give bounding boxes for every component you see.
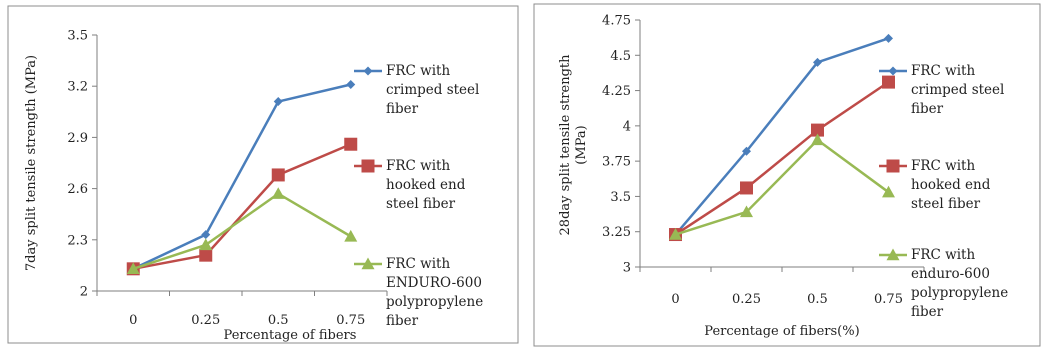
series-line-1 [674, 81, 890, 236]
legend-label: fiber [911, 101, 944, 117]
legend-label: fiber [386, 101, 419, 117]
legend-label: FRC with [386, 158, 450, 174]
legend-label: fiber [911, 304, 944, 320]
legend-marker [888, 66, 898, 76]
legend-marker [886, 159, 900, 173]
y-tick-label: 2.3 [67, 233, 88, 248]
series-2-point [271, 187, 285, 199]
series-1-point [740, 181, 753, 195]
series-2-point [882, 185, 895, 198]
y-tick-label: 3.5 [610, 190, 631, 205]
series-0-point [346, 79, 356, 89]
x-tick-label: 0.75 [874, 292, 903, 307]
series-0-point [273, 97, 283, 107]
legend-label: FRC with [386, 63, 450, 79]
y-tick-label: 2.6 [67, 182, 88, 197]
chart-frame [533, 3, 1041, 347]
legend-label: FRC with [911, 247, 975, 263]
y-tick-label: 3.75 [602, 155, 631, 170]
y-tick-label: 3 [623, 261, 631, 276]
series-line-2 [132, 192, 352, 271]
y-tick-label: 3.5 [67, 29, 88, 44]
y-tick-label: 4.75 [602, 14, 631, 29]
legend-label: FRC with [386, 256, 450, 272]
y-tick-label: 3.25 [602, 225, 631, 240]
legend-label: crimped steel [386, 82, 479, 98]
series-1-point [882, 75, 895, 89]
legend-marker [361, 159, 375, 173]
series-2-point [126, 262, 140, 275]
series-1-point [811, 123, 824, 137]
series-line-0 [674, 37, 889, 236]
series-2-point [740, 205, 753, 218]
series-0-point [201, 230, 211, 240]
series-0-point [813, 57, 822, 67]
legend-marker [363, 66, 373, 76]
legend-label: hooked end [911, 177, 991, 193]
x-tick-label: 0.5 [807, 292, 828, 307]
series-1-point [271, 168, 285, 182]
x-tick-label: 0 [671, 292, 679, 307]
y-axis-title-line: (MPa) [574, 125, 589, 164]
series-2-point [199, 238, 213, 251]
series-0-point [884, 33, 893, 43]
x-tick-label: 0.25 [732, 292, 761, 307]
series-1-point [199, 248, 213, 262]
y-tick-label: 2.9 [67, 131, 88, 146]
legend-label: hooked end [386, 177, 466, 193]
chart-28day: 3 3.25 3.5 3.75 4 4.25 4.5 4.75 0 0.25 0.5 0.75 Perc… [533, 3, 1041, 347]
x-tick-label: 0.25 [191, 313, 220, 328]
x-axis-title: Percentage of fibers(%) [704, 324, 859, 339]
x-tick-label: 0.75 [336, 313, 365, 328]
series-1-point [344, 137, 358, 151]
series-2-point [344, 229, 358, 242]
legend-label: fiber [386, 313, 419, 329]
series-2-point [669, 228, 682, 240]
y-tick-label: 2 [80, 285, 88, 300]
series-line-1 [133, 143, 352, 271]
y-tick-label: 3.2 [67, 80, 88, 95]
y-tick-label: 4.25 [602, 84, 631, 99]
series-0-point [742, 146, 751, 156]
legend-label: steel fiber [386, 196, 456, 212]
legend-label: FRC with [911, 158, 975, 174]
legend-label: ENDURO-600 [386, 275, 482, 291]
x-tick-label: 0 [129, 313, 137, 328]
legend-label: FRC with [911, 63, 975, 79]
legend-marker [361, 257, 375, 270]
y-axis-title: 7day split tensile strength (MPa) [24, 55, 39, 271]
legend-label: crimped steel [911, 82, 1004, 98]
chart-frame [7, 5, 519, 344]
y-axis-title-line: 28day split tensile strength [558, 54, 573, 236]
legend-label: polypropylene [911, 285, 1008, 301]
x-axis-title: Percentage of fibers [224, 328, 357, 343]
series-line-0 [132, 83, 352, 270]
legend-label: enduro-600 [911, 266, 990, 282]
series-2-point [811, 133, 824, 146]
legend-label: steel fiber [911, 196, 981, 212]
legend-marker [886, 248, 900, 261]
series-line-2 [675, 138, 890, 236]
x-tick-label: 0.5 [268, 313, 289, 328]
y-tick-label: 4 [623, 119, 631, 134]
y-tick-label: 4.5 [610, 49, 631, 64]
legend-label: polypropylene [386, 294, 483, 310]
